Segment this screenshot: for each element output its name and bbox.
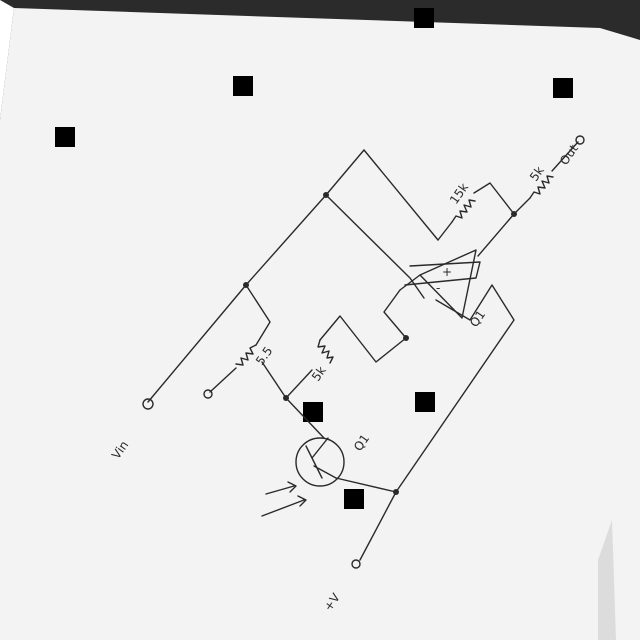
resistor-mid-left: [235, 344, 257, 366]
redaction-square: [553, 78, 573, 98]
phototransistor-symbol: [295, 437, 345, 487]
out-terminal: [575, 135, 585, 145]
paper-corner-glare: [0, 0, 14, 120]
wire-top-diagonal: [363, 149, 439, 241]
vin-terminal: [203, 389, 213, 399]
op-amp-box: [404, 261, 481, 286]
light-arrow-1: [265, 481, 297, 495]
paper-edge-shadow: [598, 520, 616, 640]
wire-inner-diagonal: [325, 194, 425, 299]
wire: [261, 361, 287, 399]
pin-minus: -: [436, 281, 440, 295]
wire: [513, 197, 531, 215]
wire: [473, 182, 515, 215]
redaction-square: [233, 76, 253, 96]
junction-dot: [511, 211, 517, 217]
wire: [245, 284, 271, 346]
redaction-square: [414, 8, 434, 28]
wiring: [142, 135, 585, 569]
label-resistor-top-right: 5k: [527, 164, 547, 184]
redaction-square: [303, 402, 323, 422]
wire-left-rail: [147, 149, 365, 403]
wire-supply-rail: [395, 284, 515, 493]
junction-dot: [323, 192, 329, 198]
redaction-square: [55, 127, 75, 147]
redaction-square: [344, 489, 364, 509]
wire: [319, 315, 407, 363]
transistor-leads: [305, 437, 337, 479]
junction-dot: [283, 395, 289, 401]
wire: [399, 274, 421, 291]
redaction-marks: [55, 8, 573, 509]
wire: [383, 289, 407, 339]
pin-plus: +: [442, 265, 452, 279]
junction-dot: [243, 282, 249, 288]
wire-to-vin: [209, 367, 237, 393]
junction-dot: [393, 489, 399, 495]
resistor-mid-right: [317, 339, 334, 364]
wire: [437, 221, 453, 241]
paper-sheet: [0, 8, 640, 640]
wire-output-to-opamp: [477, 213, 515, 257]
label-resistor-mid-right: 5k: [309, 364, 329, 384]
junction-dot: [403, 335, 409, 341]
redaction-square: [415, 392, 435, 412]
resistor-top-left: [451, 199, 476, 223]
wire-to-transistor: [285, 397, 325, 439]
junctions: [243, 192, 517, 495]
wire-to-output: [551, 141, 579, 172]
ground-terminal: [142, 398, 154, 410]
resistor-top-right: [529, 175, 554, 199]
light-arrow-2: [261, 495, 307, 517]
wire: [285, 369, 313, 399]
power-terminal: [351, 559, 361, 569]
op-amp-symbol: [419, 249, 477, 319]
